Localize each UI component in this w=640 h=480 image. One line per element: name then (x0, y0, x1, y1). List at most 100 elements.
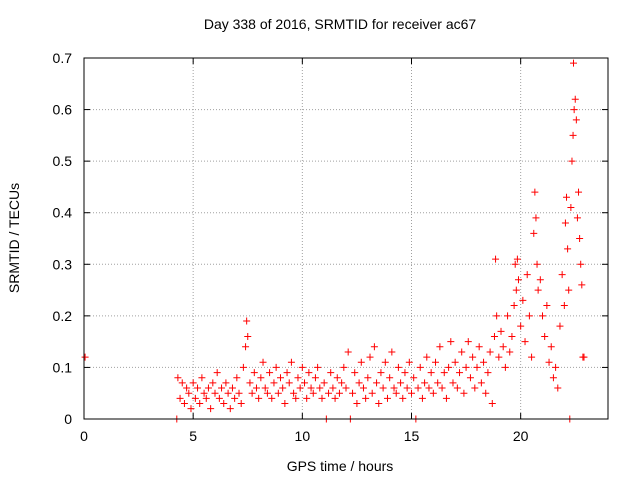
data-point (530, 229, 538, 237)
data-point (174, 374, 182, 382)
data-point (309, 389, 317, 397)
data-point (200, 389, 208, 397)
x-tick-label: 20 (513, 428, 529, 444)
data-point (484, 369, 492, 377)
data-point (466, 374, 474, 382)
data-point (226, 405, 234, 413)
data-point (213, 369, 221, 377)
data-point (235, 389, 243, 397)
data-point (440, 369, 448, 377)
data-point (571, 95, 579, 103)
data-point (340, 363, 348, 371)
data-point (185, 389, 193, 397)
data-point (506, 348, 514, 356)
data-point (504, 312, 512, 320)
chart-title: Day 338 of 2016, SRMTID for receiver ac6… (204, 16, 477, 32)
data-point (499, 343, 507, 351)
data-point (364, 374, 372, 382)
data-point (366, 353, 374, 361)
data-point (429, 389, 437, 397)
data-point (233, 374, 241, 382)
data-point (405, 358, 413, 366)
data-point (453, 384, 461, 392)
data-point (486, 348, 494, 356)
data-point (438, 384, 446, 392)
data-point (414, 384, 422, 392)
data-point (277, 374, 284, 382)
data-point (250, 369, 258, 377)
x-tick-label: 10 (295, 428, 311, 444)
data-point (480, 358, 488, 366)
data-point (541, 332, 549, 340)
data-point (220, 400, 228, 408)
data-point (194, 384, 202, 392)
data-point (569, 131, 577, 139)
data-point (567, 204, 575, 212)
data-point (375, 400, 383, 408)
data-point (482, 389, 490, 397)
data-point (311, 374, 319, 382)
data-point (427, 369, 435, 377)
y-tick-label: 0 (64, 411, 72, 427)
data-point (403, 384, 411, 392)
data-point (209, 379, 217, 387)
data-point (325, 389, 333, 397)
data-point (335, 389, 343, 397)
data-point (283, 369, 291, 377)
data-point (281, 400, 289, 408)
data-point (436, 343, 444, 351)
data-point (292, 394, 300, 402)
data-point (386, 374, 394, 382)
data-point (287, 358, 295, 366)
data-point (261, 384, 269, 392)
data-point (575, 188, 583, 196)
y-tick-label: 0.4 (53, 205, 73, 221)
data-point (298, 363, 306, 371)
x-tick-label: 0 (80, 428, 88, 444)
data-points (81, 59, 588, 423)
data-point (355, 379, 363, 387)
data-point (237, 400, 245, 408)
data-point (81, 353, 89, 361)
data-point (552, 363, 560, 371)
data-point (318, 394, 326, 402)
data-point (510, 302, 518, 310)
data-point (397, 379, 405, 387)
data-point (320, 379, 328, 387)
data-point (204, 384, 212, 392)
data-point (331, 394, 339, 402)
data-point (471, 384, 479, 392)
data-point (316, 384, 324, 392)
data-point (580, 353, 588, 361)
data-point (357, 358, 365, 366)
data-point (196, 400, 204, 408)
data-point (252, 384, 260, 392)
data-point (377, 369, 385, 377)
data-point (521, 338, 529, 346)
y-tick-label: 0.7 (53, 50, 73, 66)
data-point (572, 116, 580, 124)
data-point (224, 389, 232, 397)
data-point (458, 348, 466, 356)
data-point (183, 384, 191, 392)
data-point (560, 302, 568, 310)
data-point (492, 255, 500, 263)
data-point (239, 363, 247, 371)
data-point (475, 343, 483, 351)
x-tick-label: 15 (404, 428, 420, 444)
data-point (488, 400, 496, 408)
data-point (539, 312, 546, 320)
data-point (523, 271, 531, 279)
data-point (246, 379, 254, 387)
data-point (351, 369, 359, 377)
data-point (508, 332, 516, 340)
data-point (399, 394, 407, 402)
data-point (421, 379, 429, 387)
data-point (344, 348, 352, 356)
data-point (274, 389, 282, 397)
data-point (490, 332, 498, 340)
data-point (370, 343, 378, 351)
data-point (511, 260, 519, 268)
data-point (416, 363, 424, 371)
data-point (565, 286, 573, 294)
